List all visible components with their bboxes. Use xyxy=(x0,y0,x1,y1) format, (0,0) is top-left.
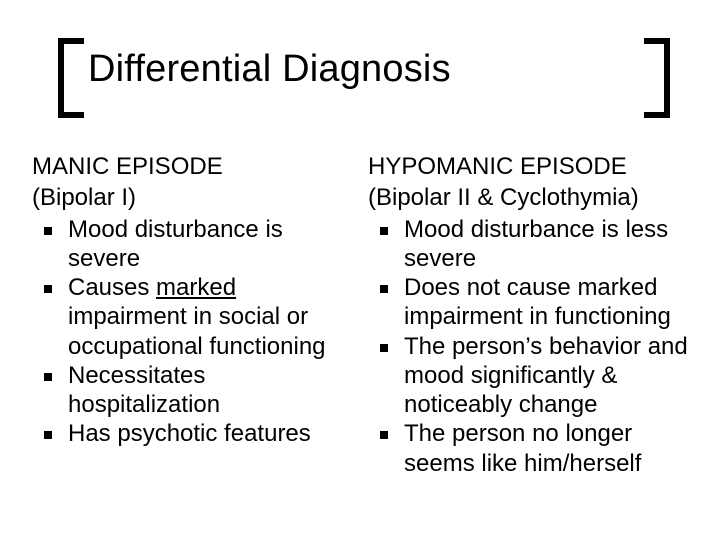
bullet-text: Does not cause marked impairment in func… xyxy=(404,273,696,332)
right-heading-line1: HYPOMANIC EPISODE xyxy=(368,152,696,181)
list-item: Causes marked impairment in social or oc… xyxy=(32,273,360,361)
list-item: Mood disturbance is severe xyxy=(32,215,360,274)
bracket-left-icon xyxy=(58,38,84,118)
slide-title: Differential Diagnosis xyxy=(88,48,451,91)
left-heading-line1: MANIC EPISODE xyxy=(32,152,360,181)
bracket-right-icon xyxy=(644,38,670,118)
bullet-text: Causes marked impairment in social or oc… xyxy=(68,273,360,361)
bullet-text: Mood disturbance is less severe xyxy=(404,215,696,274)
square-bullet-icon xyxy=(44,227,52,235)
list-item: The person no longer seems like him/hers… xyxy=(368,419,696,478)
columns: MANIC EPISODE (Bipolar I) Mood disturban… xyxy=(32,152,696,520)
right-bullet-list: Mood disturbance is less severe Does not… xyxy=(368,215,696,478)
column-left: MANIC EPISODE (Bipolar I) Mood disturban… xyxy=(32,152,360,520)
left-heading-line2: (Bipolar I) xyxy=(32,183,360,212)
list-item: Does not cause marked impairment in func… xyxy=(368,273,696,332)
square-bullet-icon xyxy=(380,431,388,439)
list-item: The person’s behavior and mood significa… xyxy=(368,332,696,420)
square-bullet-icon xyxy=(380,227,388,235)
title-block: Differential Diagnosis xyxy=(58,38,670,118)
bullet-text: The person no longer seems like him/hers… xyxy=(404,419,696,478)
square-bullet-icon xyxy=(44,285,52,293)
slide: Differential Diagnosis MANIC EPISODE (Bi… xyxy=(0,0,720,540)
list-item: Mood disturbance is less severe xyxy=(368,215,696,274)
square-bullet-icon xyxy=(44,431,52,439)
column-right: HYPOMANIC EPISODE (Bipolar II & Cyclothy… xyxy=(368,152,696,520)
square-bullet-icon xyxy=(380,344,388,352)
bullet-text: The person’s behavior and mood significa… xyxy=(404,332,696,420)
list-item: Has psychotic features xyxy=(32,419,360,448)
square-bullet-icon xyxy=(44,373,52,381)
list-item: Necessitates hospitalization xyxy=(32,361,360,420)
underlined-word: marked xyxy=(156,274,236,301)
bullet-text: Necessitates hospitalization xyxy=(68,361,360,420)
bullet-text: Has psychotic features xyxy=(68,419,360,448)
left-bullet-list: Mood disturbance is severe Causes marked… xyxy=(32,215,360,449)
bullet-text: Mood disturbance is severe xyxy=(68,215,360,274)
square-bullet-icon xyxy=(380,285,388,293)
right-heading-line2: (Bipolar II & Cyclothymia) xyxy=(368,183,696,212)
